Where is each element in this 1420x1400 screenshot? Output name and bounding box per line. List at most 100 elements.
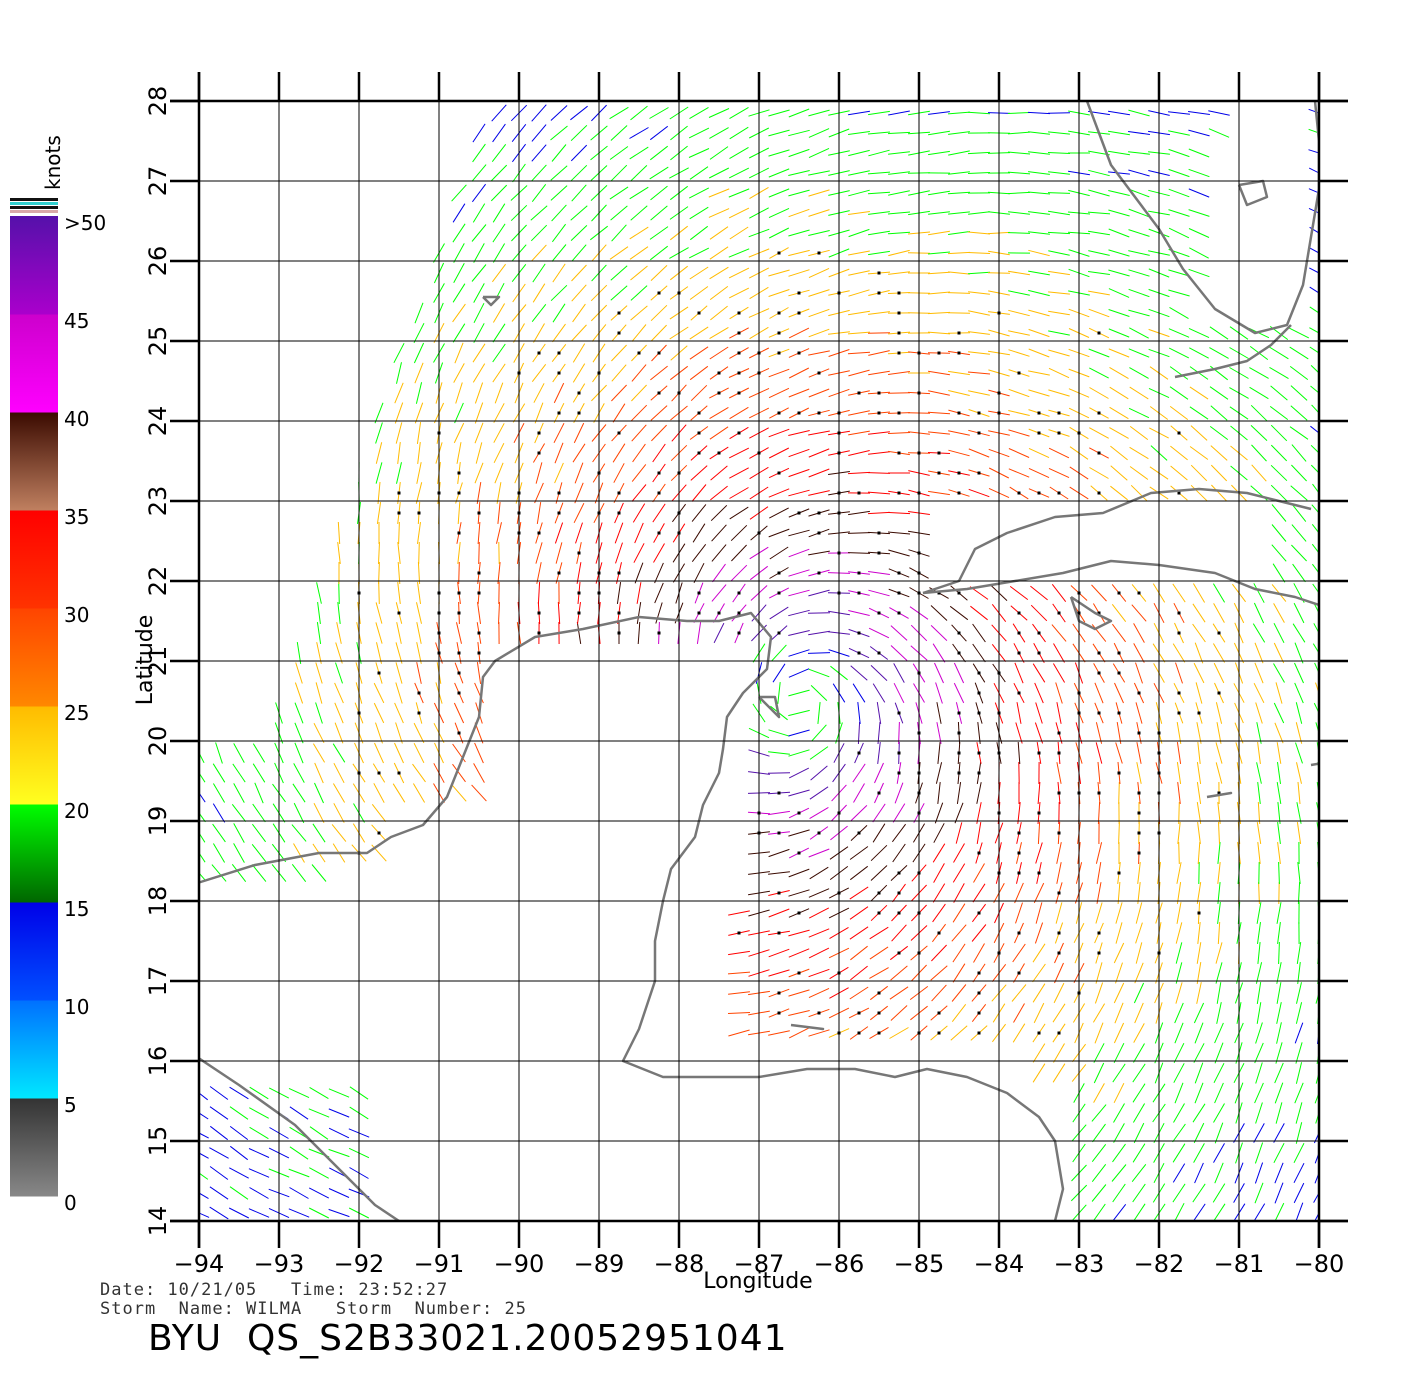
rain-flag — [937, 451, 941, 455]
wind-vector — [768, 948, 790, 958]
wind-vector — [808, 448, 830, 458]
wind-vector — [967, 371, 991, 375]
wind-vector — [928, 211, 950, 215]
wind-vector — [968, 211, 990, 215]
wind-vector — [231, 863, 247, 883]
wind-vector — [294, 722, 304, 744]
rain-flag — [877, 651, 881, 655]
wind-vector — [848, 149, 870, 157]
wind-vector — [1007, 232, 1031, 234]
legend-band — [10, 706, 58, 805]
wind-vector — [768, 810, 790, 816]
wind-vector — [531, 164, 547, 182]
wind-vector — [1194, 1022, 1204, 1044]
rain-flag — [957, 771, 961, 775]
wind-vector — [1289, 365, 1309, 381]
wind-vector — [1128, 407, 1150, 419]
rain-flag — [1117, 871, 1121, 875]
wind-vector — [1273, 642, 1285, 664]
wind-vector — [1177, 782, 1181, 804]
wind-vector — [947, 251, 971, 255]
rain-flag — [737, 431, 741, 435]
rain-flag — [737, 591, 741, 595]
rain-flag — [377, 771, 381, 775]
wind-vector — [1133, 643, 1145, 663]
rain-flag — [617, 571, 621, 575]
rain-flag — [1197, 911, 1201, 915]
wind-vector — [493, 403, 505, 423]
legend-band — [10, 1000, 58, 1099]
wind-vector — [375, 602, 383, 624]
wind-vector — [953, 682, 965, 704]
wind-vector — [1088, 250, 1110, 256]
wind-vector — [1128, 131, 1150, 135]
wind-vector — [689, 286, 709, 300]
wind-vector — [1258, 881, 1260, 905]
wind-vector — [1216, 982, 1222, 1004]
rain-flag — [537, 451, 541, 455]
wind-vector — [1014, 882, 1024, 904]
rain-flag — [457, 611, 461, 615]
rain-flag — [1097, 791, 1101, 795]
wind-vector — [233, 783, 245, 803]
wind-vector — [870, 865, 888, 881]
wind-vector — [1109, 386, 1129, 400]
wind-vector — [375, 722, 383, 744]
wind-vector — [1088, 308, 1110, 318]
wind-vector — [492, 323, 506, 343]
rain-flag — [777, 351, 781, 355]
wind-vector — [572, 443, 586, 463]
wind-vector — [1217, 882, 1221, 904]
wind-vector — [335, 642, 343, 664]
wind-vector — [1054, 962, 1064, 984]
wind-vector — [931, 944, 947, 962]
rain-flag — [657, 471, 661, 475]
wind-vector — [1111, 603, 1127, 623]
wind-vector — [888, 190, 910, 196]
wind-vector — [1293, 602, 1305, 624]
wind-vector — [1048, 330, 1070, 336]
rain-flag — [977, 671, 981, 675]
wind-vector — [1032, 983, 1046, 1003]
rain-flag — [897, 771, 901, 775]
wind-vector — [1208, 128, 1230, 138]
lat-tick-label: 22 — [144, 566, 172, 597]
lat-tick-label: 15 — [144, 1126, 172, 1157]
wind-vector — [497, 562, 501, 584]
wind-vector — [1034, 722, 1044, 744]
rain-flag — [877, 271, 881, 275]
wind-vector — [471, 264, 487, 282]
wind-vector — [650, 265, 668, 281]
wind-vector — [1295, 1122, 1303, 1144]
wind-vector — [1108, 249, 1130, 257]
wind-vector — [1118, 821, 1120, 845]
wind-vector — [948, 370, 970, 376]
wind-vector — [1196, 962, 1202, 984]
wind-vector — [1278, 941, 1280, 965]
wind-vector — [550, 284, 568, 302]
wind-vector — [1030, 604, 1048, 622]
wind-vector — [532, 283, 546, 303]
wind-vector — [1209, 326, 1229, 340]
wind-vector — [928, 230, 950, 236]
wind-vector — [947, 191, 971, 195]
rain-flag — [617, 611, 621, 615]
wind-vector — [1189, 406, 1209, 420]
wind-vector — [378, 541, 380, 565]
wind-vector — [1194, 1082, 1204, 1104]
wind-vector — [315, 702, 323, 724]
wind-vector — [1091, 1143, 1107, 1163]
wind-vector — [1296, 982, 1302, 1004]
rain-flag — [557, 351, 561, 355]
wind-vector — [574, 462, 584, 484]
wind-vector — [788, 929, 810, 937]
wind-vector — [493, 423, 505, 443]
rain-flag — [1057, 491, 1061, 495]
legend-cap-stripe — [10, 206, 58, 209]
wind-vector — [788, 489, 810, 497]
wind-vector — [713, 622, 725, 644]
wind-vector — [1009, 586, 1029, 600]
wind-vector — [927, 411, 951, 415]
wind-vector — [574, 482, 584, 504]
wind-vector — [1108, 228, 1130, 238]
